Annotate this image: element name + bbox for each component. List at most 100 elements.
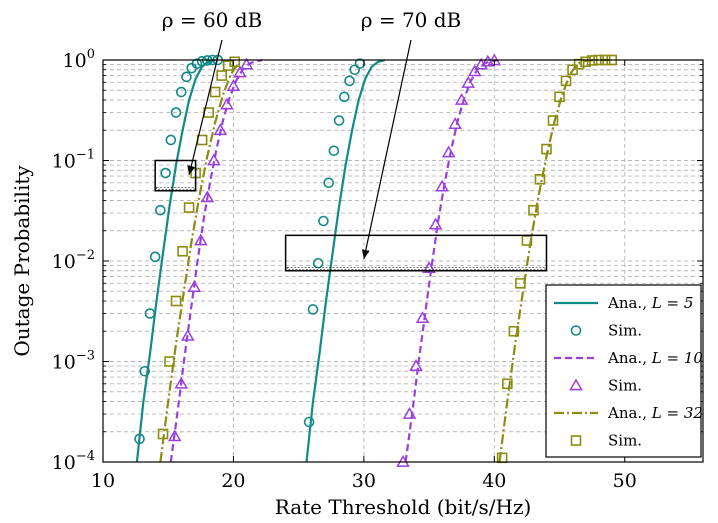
sim-marker: [160, 167, 171, 179]
sim-marker: [534, 174, 546, 185]
sim-marker: [580, 56, 591, 68]
sim-marker: [515, 277, 526, 289]
annotation-box-rho70: [284, 234, 548, 272]
sim-marker: [144, 308, 156, 319]
annotation-box-inner-rho60: [156, 186, 195, 190]
sim-marker: [220, 97, 234, 110]
sim-marker: [307, 304, 319, 315]
sim-marker: [312, 257, 324, 269]
sim-marker: [567, 64, 578, 76]
annotation-arrow-rho70: [361, 39, 412, 259]
sim-marker: [165, 134, 177, 146]
sim-marker: [415, 311, 430, 324]
x-tick-label: 50: [613, 470, 637, 492]
annotation-arrow-rho60: [187, 39, 223, 175]
legend-label: Ana., L = 32: [607, 404, 703, 422]
sim-marker: [164, 356, 175, 367]
legend-marker-swatch: [570, 325, 582, 336]
y-tick-label-0: 10−4: [52, 449, 95, 474]
annotations: ρ = 60 dB ρ = 70 dB: [154, 8, 548, 272]
legend-box: [545, 284, 702, 458]
sim-marker: [139, 365, 151, 377]
sim-marker: [175, 86, 187, 98]
x-tick-label: 20: [221, 470, 245, 492]
sim-marker: [354, 58, 366, 69]
annotation-box-rho60: [154, 159, 197, 192]
sim-marker: [435, 179, 449, 192]
sim-marker: [170, 295, 182, 307]
sim-marker: [323, 177, 334, 189]
legend-label: Ana., L = 5: [607, 294, 693, 312]
legend-entry-1: Sim.: [570, 322, 642, 340]
sim-marker: [508, 325, 520, 337]
sim-marker: [402, 407, 417, 419]
sim-marker: [339, 91, 350, 103]
sim-marker: [318, 215, 329, 227]
sim-marker: [554, 91, 565, 103]
sim-marker: [191, 58, 203, 69]
sim-marker: [528, 204, 539, 216]
sim-marker: [409, 359, 423, 371]
x-tick-label: 30: [352, 470, 376, 492]
sim-marker: [213, 123, 228, 136]
x-axis-label: Rate Threshold (bit/s/Hz): [275, 495, 532, 519]
y-axis-label: Outage Probability: [10, 165, 34, 357]
legend: Ana., L = 5 Sim. Ana., L = 10 Sim. Ana., L =…: [545, 284, 703, 458]
sim-marker: [226, 79, 241, 91]
sim-marker: [233, 65, 247, 78]
series-markers: [134, 53, 617, 467]
legend-label: Sim.: [608, 377, 642, 395]
sim-marker: [448, 117, 462, 130]
sim-marker: [333, 115, 345, 126]
annotation-box-inner-rho70: [286, 266, 546, 270]
sim-marker: [187, 280, 202, 292]
sim-marker: [441, 145, 456, 158]
legend-entry-0: Ana., L = 5: [554, 294, 693, 312]
sim-marker: [209, 86, 221, 98]
sim-marker: [134, 433, 145, 445]
legend-label: Ana., L = 10: [607, 349, 703, 367]
sim-marker: [239, 57, 254, 70]
annotation-label-rho70: ρ = 70 dB: [361, 8, 462, 32]
markers-sim-l-10-rho-60-db: [167, 57, 254, 442]
sim-marker: [541, 143, 552, 155]
annotation-label-rho60: ρ = 60 dB: [162, 8, 263, 32]
sim-marker: [344, 75, 355, 87]
legend-label: Sim.: [608, 322, 642, 340]
sim-marker: [467, 64, 482, 77]
sim-marker: [180, 328, 195, 341]
sim-marker: [177, 245, 188, 257]
sim-marker: [396, 454, 410, 467]
sim-marker: [174, 376, 189, 389]
sim-marker: [349, 64, 361, 76]
markers-sim-l-32-rho-60-db: [157, 56, 241, 440]
sim-marker: [194, 233, 208, 246]
legend-entry-5: Sim.: [570, 432, 642, 450]
sim-marker: [155, 204, 166, 216]
sim-marker: [207, 153, 221, 166]
sim-marker: [216, 70, 227, 81]
y-tick-label-1: 10−3: [52, 349, 95, 374]
sim-marker: [229, 56, 241, 68]
legend-entry-2: Ana., L = 10: [554, 349, 703, 367]
sim-marker: [454, 92, 469, 105]
sim-marker: [167, 429, 182, 442]
sim-marker: [183, 202, 195, 213]
sim-marker: [547, 115, 559, 126]
x-tick-label: 10: [91, 470, 115, 492]
sim-marker: [428, 217, 443, 230]
legend-entry-4: Ana., L = 32: [554, 404, 703, 422]
sim-marker: [181, 71, 192, 83]
legend-marker-swatch: [570, 435, 582, 446]
y-tick-label-4: 100: [63, 47, 95, 72]
legend-label: Sim.: [608, 432, 642, 450]
sim-marker: [149, 251, 161, 263]
y-tick-label-3: 10−1: [52, 148, 95, 173]
line-ana-l-5-rho-70-db: [305, 59, 385, 463]
sim-marker: [461, 76, 476, 88]
sim-marker: [328, 145, 340, 157]
sim-marker: [200, 190, 215, 203]
markers-sim-l-5-rho-70-db: [303, 58, 366, 428]
legend-marker-swatch: [569, 378, 583, 391]
